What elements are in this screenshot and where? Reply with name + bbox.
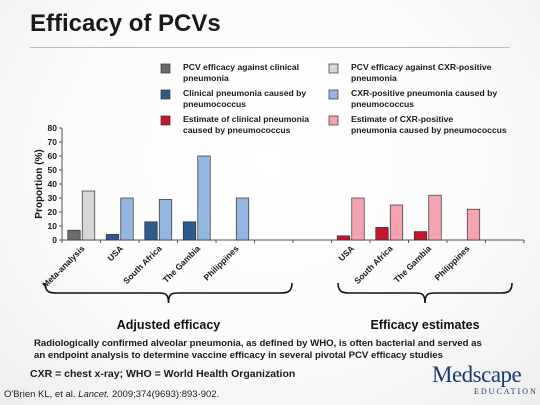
logo-subtitle: EDUCATION xyxy=(474,387,538,396)
y-tick-label: 70 xyxy=(48,137,58,147)
x-category-label: South Africa xyxy=(121,243,164,286)
y-tick-label: 80 xyxy=(48,123,58,133)
legend-swatch-est_cxr xyxy=(328,115,339,126)
legend-label-clin_eff: PCV efficacy against clinical pneumonia xyxy=(183,62,299,83)
bar-clin_eff-meta-analysis xyxy=(67,229,81,241)
x-category-label: Philippines xyxy=(433,243,472,282)
legend-label-est_cxr: Estimate of CXR-positive pneumonia caused… xyxy=(351,114,507,135)
y-tick-label: 10 xyxy=(48,221,58,231)
bar-est_cxr-usa xyxy=(351,197,365,241)
citation-authors: O'Brien KL, et al. xyxy=(4,389,79,400)
bar-cxr_eff-meta-analysis xyxy=(81,190,96,241)
x-category-label: Philippines xyxy=(202,243,241,282)
abbreviations-text: CXR = chest x-ray; WHO = World Health Or… xyxy=(30,368,296,380)
citation: O'Brien KL, et al. Lancet. 2009;374(9693… xyxy=(4,389,219,400)
bar-cxr_pneumo-the-gambia xyxy=(197,155,211,241)
legend-swatch-cxr_eff xyxy=(328,63,339,74)
y-tick-label: 50 xyxy=(48,165,58,175)
y-tick-label: 30 xyxy=(48,193,58,203)
bar-clin_pneumo-south-africa xyxy=(144,221,158,241)
title-divider xyxy=(30,47,510,48)
footnote-text: Radiologically confirmed alveolar pneumo… xyxy=(34,338,482,361)
bar-est_clin-the-gambia xyxy=(413,231,428,241)
legend-label-est_clin: Estimate of clinical pneumonia caused by … xyxy=(183,114,309,135)
x-category-label: USA xyxy=(336,243,356,263)
bar-clin_pneumo-the-gambia xyxy=(182,221,197,241)
x-category-label: South Africa xyxy=(352,243,395,286)
bar-clin_pneumo-usa xyxy=(105,234,120,241)
legend-swatch-cxr_pneumo xyxy=(328,89,339,100)
bar-est_clin-south-africa xyxy=(375,227,389,241)
legend-swatch-est_clin xyxy=(160,115,171,126)
y-tick-label: 40 xyxy=(48,179,58,189)
brace-efficacy-estimates xyxy=(337,282,513,304)
medscape-logo: Medscape EDUCATION xyxy=(432,362,536,403)
y-axis-label: Proportion (%) xyxy=(34,149,45,218)
y-tick-label: 20 xyxy=(48,207,58,217)
slide-title: Efficacy of PCVs xyxy=(30,10,221,37)
legend-label-cxr_pneumo: CXR-positive pneumonia caused by pneumoco… xyxy=(351,88,497,109)
y-tick-label: 0 xyxy=(52,235,57,245)
group-label-efficacy-estimates: Efficacy estimates xyxy=(370,318,479,332)
bar-est_clin-usa xyxy=(336,235,351,241)
x-category-label: The Gambia xyxy=(161,243,203,285)
citation-journal: Lancet. xyxy=(78,389,110,400)
x-category-label: USA xyxy=(105,243,125,263)
y-tick-label: 60 xyxy=(48,151,58,161)
legend-label-clin_pneumo: Clinical pneumonia caused by pneumococcus xyxy=(183,88,306,109)
bar-cxr_pneumo-usa xyxy=(120,197,134,241)
logo-wordmark: Medscape xyxy=(432,362,522,387)
bar-est_cxr-philippines xyxy=(466,208,481,241)
citation-details: 2009;374(9693):893-902. xyxy=(109,389,220,400)
brace-adjusted-efficacy xyxy=(44,282,293,304)
bar-est_cxr-south-africa xyxy=(389,204,404,241)
legend-label-cxr_eff: PCV efficacy against CXR-positive pneumon… xyxy=(351,62,492,83)
x-category-label: The Gambia xyxy=(392,243,434,285)
legend-swatch-clin_pneumo xyxy=(160,89,171,100)
legend-swatch-clin_eff xyxy=(160,63,171,74)
x-category-label: Meta-analysis xyxy=(40,243,87,290)
bar-cxr_pneumo-south-africa xyxy=(158,199,173,241)
bar-est_cxr-the-gambia xyxy=(428,194,442,241)
group-label-adjusted-efficacy: Adjusted efficacy xyxy=(117,318,221,332)
bar-cxr_pneumo-philippines xyxy=(235,197,250,241)
